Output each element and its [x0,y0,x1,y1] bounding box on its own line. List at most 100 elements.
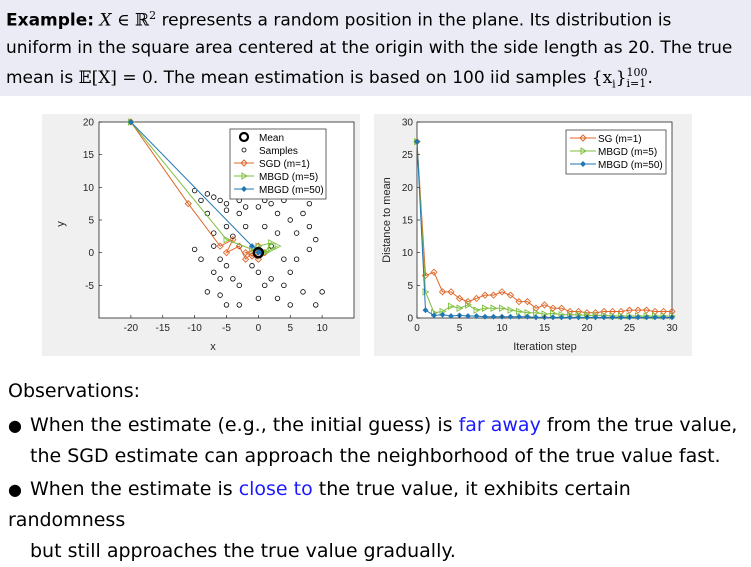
legend-mbgd50: MBGD (m=50) [598,160,663,171]
sample-point [293,230,300,236]
legend-samples: Samples [259,146,298,157]
sample-point [236,210,242,217]
series-point [473,313,480,319]
sample-point [211,269,217,275]
sample-point [230,233,236,240]
math-x: X [99,10,112,31]
series-point [516,307,523,316]
series-point [448,313,454,319]
math-set: {xi} [592,68,627,90]
sample-point [236,302,242,308]
bullet-dot-icon: ● [8,480,22,499]
legend-sgd-icon [240,159,248,167]
sample-point [249,263,255,269]
sample-point [255,269,262,275]
y-tick-label: 10 [402,248,414,259]
math-in: ∈ [111,10,136,31]
series-point [465,301,472,309]
sample-point [223,223,230,230]
sample-point [262,282,268,289]
series-point [567,314,573,321]
series-point [660,314,667,321]
scatter-figure: -20 -15 -10 -5 0 5 10 20 15 10 5 0 -5 x y Mean Sampl… [42,114,360,356]
y-tick-label: 15 [402,216,414,227]
example-line-3-b: . The mean estimation is based on 100 ii… [152,68,587,88]
series-point [515,298,523,306]
series-point [609,314,616,321]
sample-point [255,204,262,210]
series-point [414,138,420,145]
legend-mbgd5-icon [241,172,248,180]
sample-point [242,204,249,210]
bullet-2-text-b: the true value, it exhibits certain rand… [8,478,631,531]
trajectory-point [127,119,134,125]
series-point [507,313,514,320]
sample-point [217,197,223,204]
series-point [489,291,498,299]
trajectory-point [268,245,276,254]
series-point [482,304,489,312]
sample-point [313,236,319,243]
sample-point [287,217,293,223]
bullet-1-text-b: from the true value, [540,414,738,436]
series-point [550,314,556,321]
sample-point [223,200,230,207]
observations-title: Observations: [8,380,140,402]
bullet-2-text-a: When the estimate is [30,478,239,500]
sample-point [211,230,217,236]
sample-point [274,295,281,302]
x-tick-label: -5 [222,323,231,334]
bullet-2-highlight: close to [238,478,313,500]
x-tick-label: 10 [317,323,329,334]
x-tick-label: 25 [624,323,636,334]
bullet-2-text-c: but still approaches the true value grad… [30,540,456,562]
series-point [499,304,506,312]
series-point [635,314,641,321]
x-tick-label: 20 [581,323,593,334]
series-point [431,312,437,319]
sample-point [287,302,293,308]
scatter-marks [127,118,325,308]
sample-point [198,256,204,262]
series-point [549,304,557,312]
trajectory-point [274,242,282,250]
legend-mbgd50: MBGD (m=50) [259,185,324,196]
sample-point [217,276,223,282]
bullet-dot-icon: ● [8,416,22,435]
series-point [506,291,515,299]
y-tick-label: -5 [85,281,94,292]
trajectory-point [229,235,237,244]
sample-point [306,223,313,230]
legend-mean-icon [238,131,250,143]
x-axis-label: Iteration step [513,341,577,353]
trajectory-point [222,249,231,257]
math-set-close: } [615,68,627,88]
sample-point [211,243,217,249]
sample-point [223,263,230,269]
legend-mbgd5: MBGD (m=5) [598,147,657,158]
trajectory-point [223,235,231,244]
series-point [523,298,532,306]
bullet-1-text-a: When the estimate (e.g., the initial gue… [30,414,459,436]
series-point [448,302,455,310]
math-limits: 100 i=1 [627,67,648,89]
y-tick-label: 15 [83,150,95,161]
legend-mbgd5: MBGD (m=5) [259,172,318,183]
x-tick-label: 5 [457,323,463,334]
series-point [592,314,599,321]
trajectory-point [249,243,255,250]
series-point [625,306,634,314]
x-tick-label: -20 [124,323,139,334]
math-expectation: 𝔼[X] = 0 [78,68,153,88]
series-point [490,304,498,312]
series-point [481,291,489,299]
scatter-ticks: -20 -15 -10 -5 0 5 10 20 15 10 5 0 -5 [83,118,328,335]
sample-point [242,223,249,230]
sample-point [300,210,306,217]
sample-point [306,246,313,253]
series-point [558,314,565,321]
series-point [642,306,651,314]
legend-mbgd50-icon [580,161,586,167]
series-line [416,141,672,314]
y-axis-label: y [55,221,67,227]
